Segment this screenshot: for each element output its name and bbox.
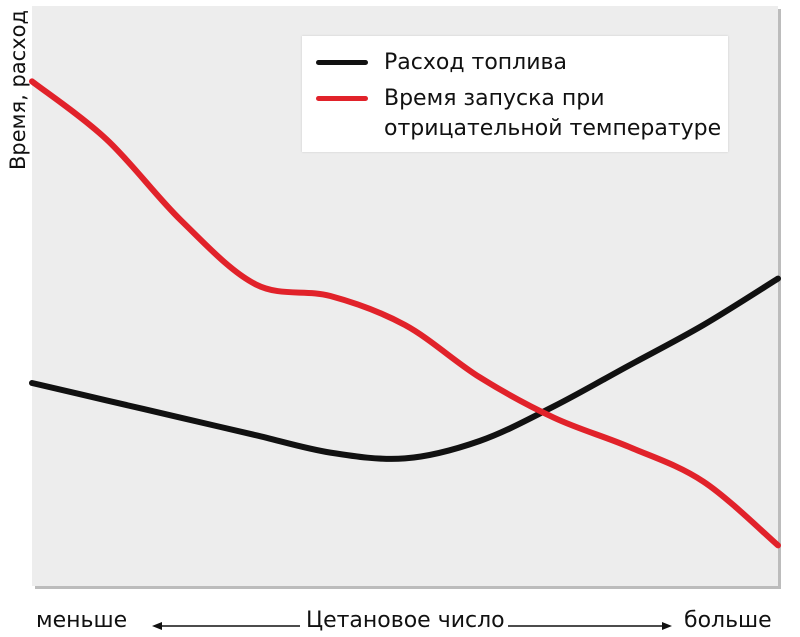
legend: Расход топлива Время запуска при отрицат…: [302, 36, 728, 152]
x-tick-label-left: меньше: [36, 608, 128, 633]
x-axis: меньше Цетановое число больше: [0, 604, 800, 637]
legend-label-start-time-line2: отрицательной температуре: [384, 116, 722, 141]
legend-label-start-time: Время запуска при отрицательной температ…: [384, 84, 721, 144]
legend-label-start-time-line1: Время запуска при: [384, 86, 605, 111]
legend-label-fuel: Расход топлива: [384, 50, 567, 75]
series-line-start-time: [29, 78, 781, 549]
legend-item-fuel: Расход топлива: [316, 48, 567, 78]
legend-swatch-fuel: [316, 60, 368, 65]
series-line-fuel-consumption: [29, 275, 781, 462]
legend-item-start-time: Время запуска при отрицательной температ…: [316, 84, 721, 144]
x-tick-label-right: больше: [684, 608, 772, 633]
x-axis-arrow: [152, 622, 672, 630]
legend-swatch-start-time: [316, 96, 368, 101]
x-axis-label: Цетановое число: [306, 608, 505, 633]
